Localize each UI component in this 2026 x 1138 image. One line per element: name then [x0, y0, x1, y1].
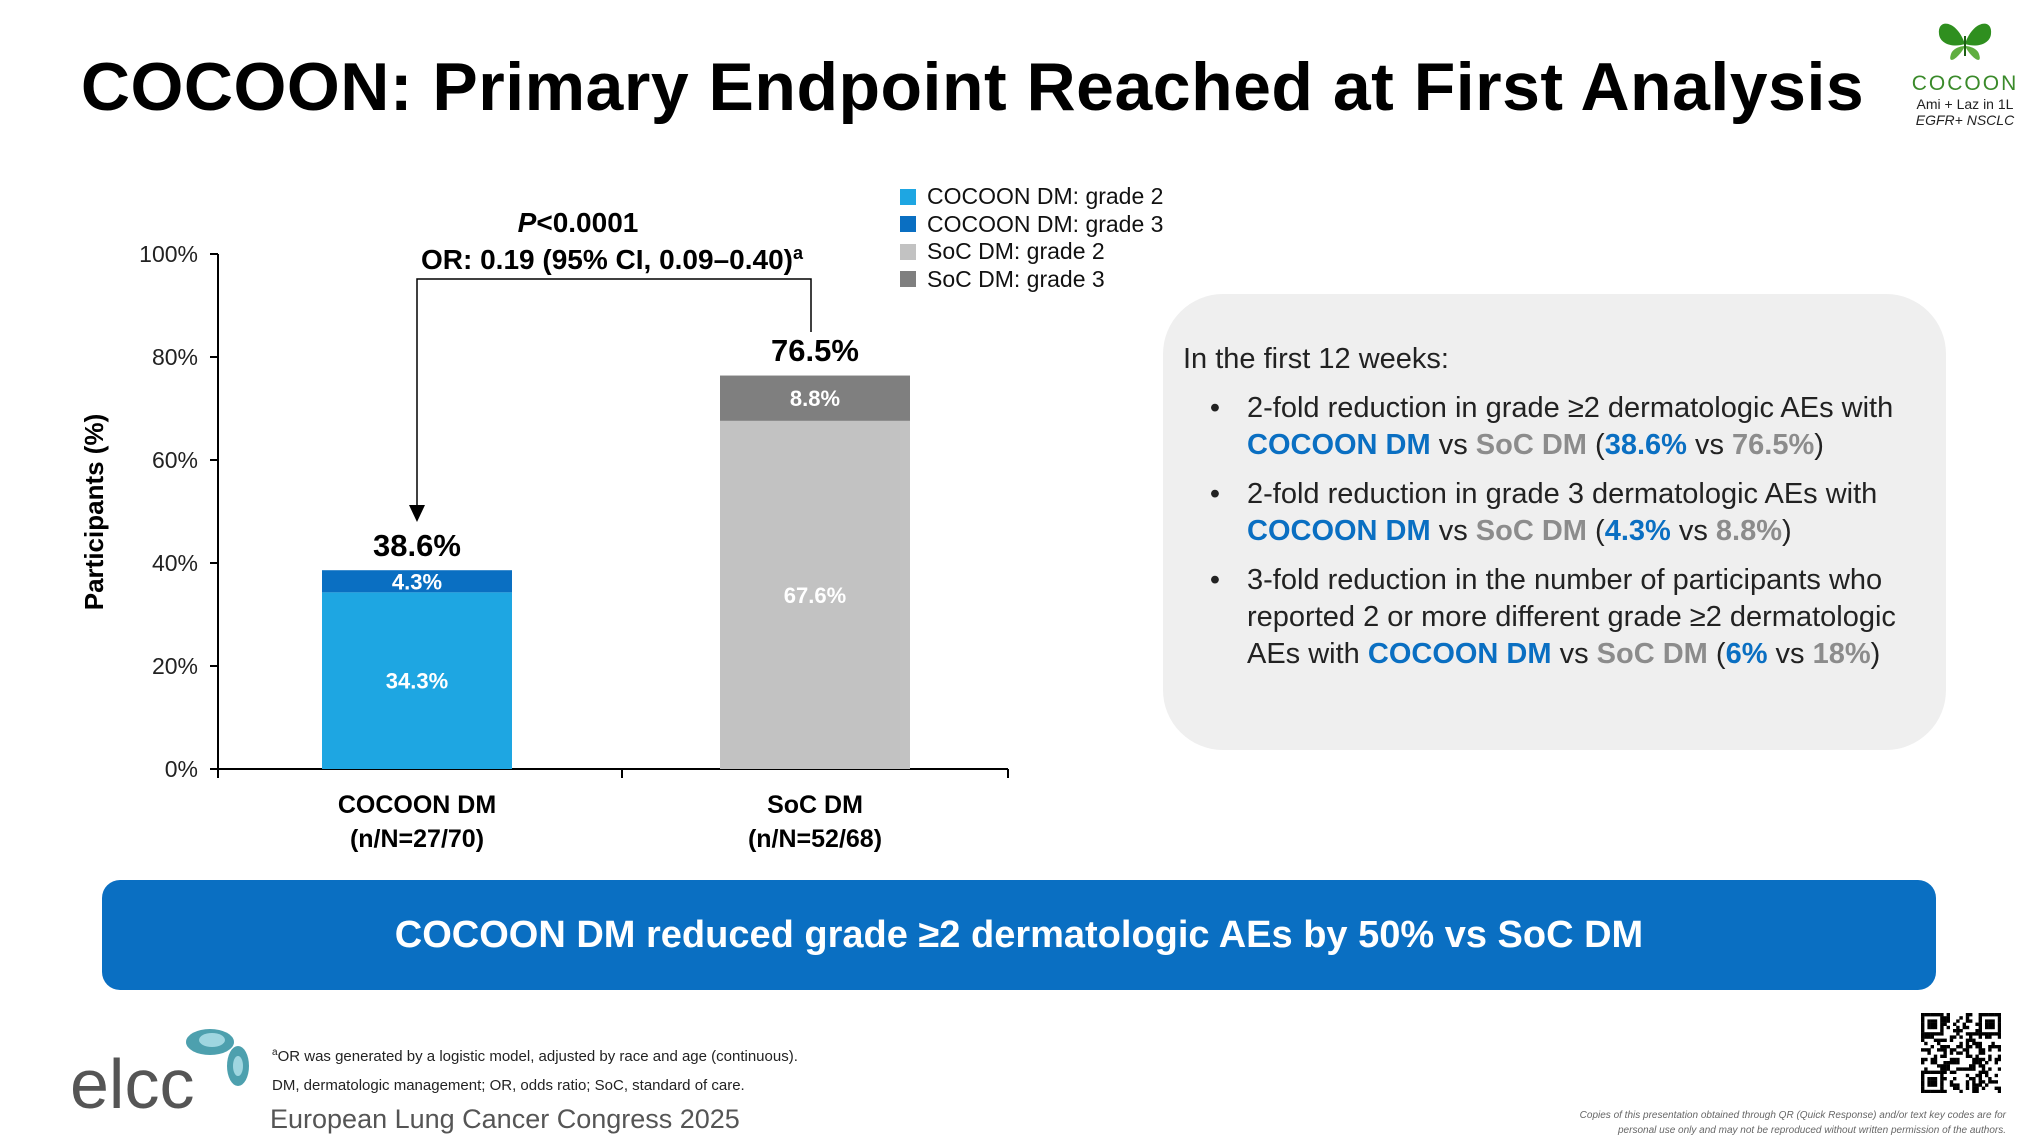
congress-name: European Lung Cancer Congress 2025	[270, 1104, 740, 1134]
stacked-bar-chart: 0% 20% 40% 60% 80% 100% Participants (%) 34.3% 4…	[79, 207, 1009, 853]
callout-bullet-2: • 2-fold reduction in grade 3 dermatolog…	[1183, 476, 1926, 550]
bullet-icon: •	[1209, 478, 1221, 510]
y-tick-label: 20%	[152, 653, 198, 679]
legend-item: COCOON DM: grade 3	[900, 211, 1163, 239]
cocoon-logo-indication: EGFR+ NSCLC	[1915, 112, 2015, 128]
bar-total-label: 76.5%	[771, 333, 859, 368]
bullet-icon: •	[1209, 564, 1221, 596]
bullet-text: 3-fold reduction in the number of partic…	[1247, 564, 1896, 670]
bullet-icon: •	[1209, 392, 1221, 424]
y-tick-label: 100%	[139, 241, 198, 267]
bar-data-label: 34.3%	[386, 669, 448, 694]
x-category-label: SoC DM	[767, 791, 863, 819]
callout-intro: In the first 12 weeks:	[1183, 343, 1449, 375]
significance-bracket	[416, 278, 812, 506]
elcc-logo: elcc	[70, 1029, 249, 1110]
copyright-notice: Copies of this presentation obtained thr…	[1579, 1110, 2006, 1136]
bar-data-label: 4.3%	[392, 569, 442, 594]
y-tick-label: 60%	[152, 447, 198, 473]
legend-item: SoC DM: grade 3	[900, 266, 1163, 294]
bar-segment	[720, 375, 910, 421]
x-category-sublabel: (n/N=52/68)	[748, 825, 882, 853]
y-tick-label: 40%	[152, 550, 198, 576]
chart-legend: COCOON DM: grade 2 COCOON DM: grade 3 SoC …	[900, 183, 1163, 293]
legend-swatch	[900, 271, 916, 288]
legend-swatch	[900, 216, 916, 233]
y-tick-label: 0%	[165, 756, 198, 782]
results-callout: In the first 12 weeks: • 2-fold reductio…	[1163, 294, 1946, 750]
legend-swatch	[900, 243, 916, 260]
legend-item: SoC DM: grade 2	[900, 238, 1163, 266]
legend-label: COCOON DM: grade 3	[927, 210, 1164, 237]
bar-segment	[322, 592, 512, 769]
bar-segment	[322, 570, 512, 593]
legend-label: COCOON DM: grade 2	[927, 183, 1164, 210]
bar-data-label: 67.6%	[784, 583, 846, 608]
odds-ratio-label: OR: 0.19 (95% CI, 0.09–0.40)a	[421, 243, 804, 275]
qr-code-icon[interactable]	[1921, 1013, 2001, 1093]
bar-data-label: 8.8%	[790, 386, 840, 411]
bracket-arrow-icon	[409, 505, 425, 522]
butterfly-icon	[1938, 23, 1992, 60]
callout-bullet-3: • 3-fold reduction in the number of part…	[1183, 562, 1926, 673]
elcc-logo-text: elcc	[70, 1045, 194, 1110]
y-axis-label: Participants (%)	[79, 414, 109, 611]
legend-swatch	[900, 188, 916, 205]
legend-label: SoC DM: grade 2	[927, 238, 1105, 265]
cocoon-logo-subtitle: Ami + Laz in 1L	[1916, 96, 2014, 112]
conclusion-banner: COCOON DM reduced grade ≥2 dermatologic …	[102, 880, 1936, 990]
footnote-abbreviations: DM, dermatologic management; OR, odds ra…	[272, 1077, 745, 1094]
footnote-or: aOR was generated by a logistic model, a…	[272, 1047, 798, 1065]
p-value-label: P<0.0001	[518, 207, 639, 238]
y-tick-label: 80%	[152, 344, 198, 370]
callout-bullet-1: • 2-fold reduction in grade ≥2 dermatolo…	[1183, 390, 1926, 464]
legend-label: SoC DM: grade 3	[927, 265, 1105, 292]
bar-total-label: 38.6%	[373, 528, 461, 563]
x-category-label: COCOON DM	[338, 791, 496, 819]
bullet-text: 2-fold reduction in grade ≥2 dermatologi…	[1247, 392, 1894, 461]
cocoon-logo-brand: COCOON	[1911, 72, 2019, 95]
slide-title: COCOON: Primary Endpoint Reached at Firs…	[80, 49, 1865, 125]
bullet-text: 2-fold reduction in grade 3 dermatologic…	[1247, 478, 1878, 547]
x-category-sublabel: (n/N=27/70)	[350, 825, 484, 853]
legend-item: COCOON DM: grade 2	[900, 183, 1163, 211]
bar-segment	[720, 420, 910, 769]
cocoon-logo: COCOON Ami + Laz in 1L EGFR+ NSCLC	[1905, 18, 2025, 128]
